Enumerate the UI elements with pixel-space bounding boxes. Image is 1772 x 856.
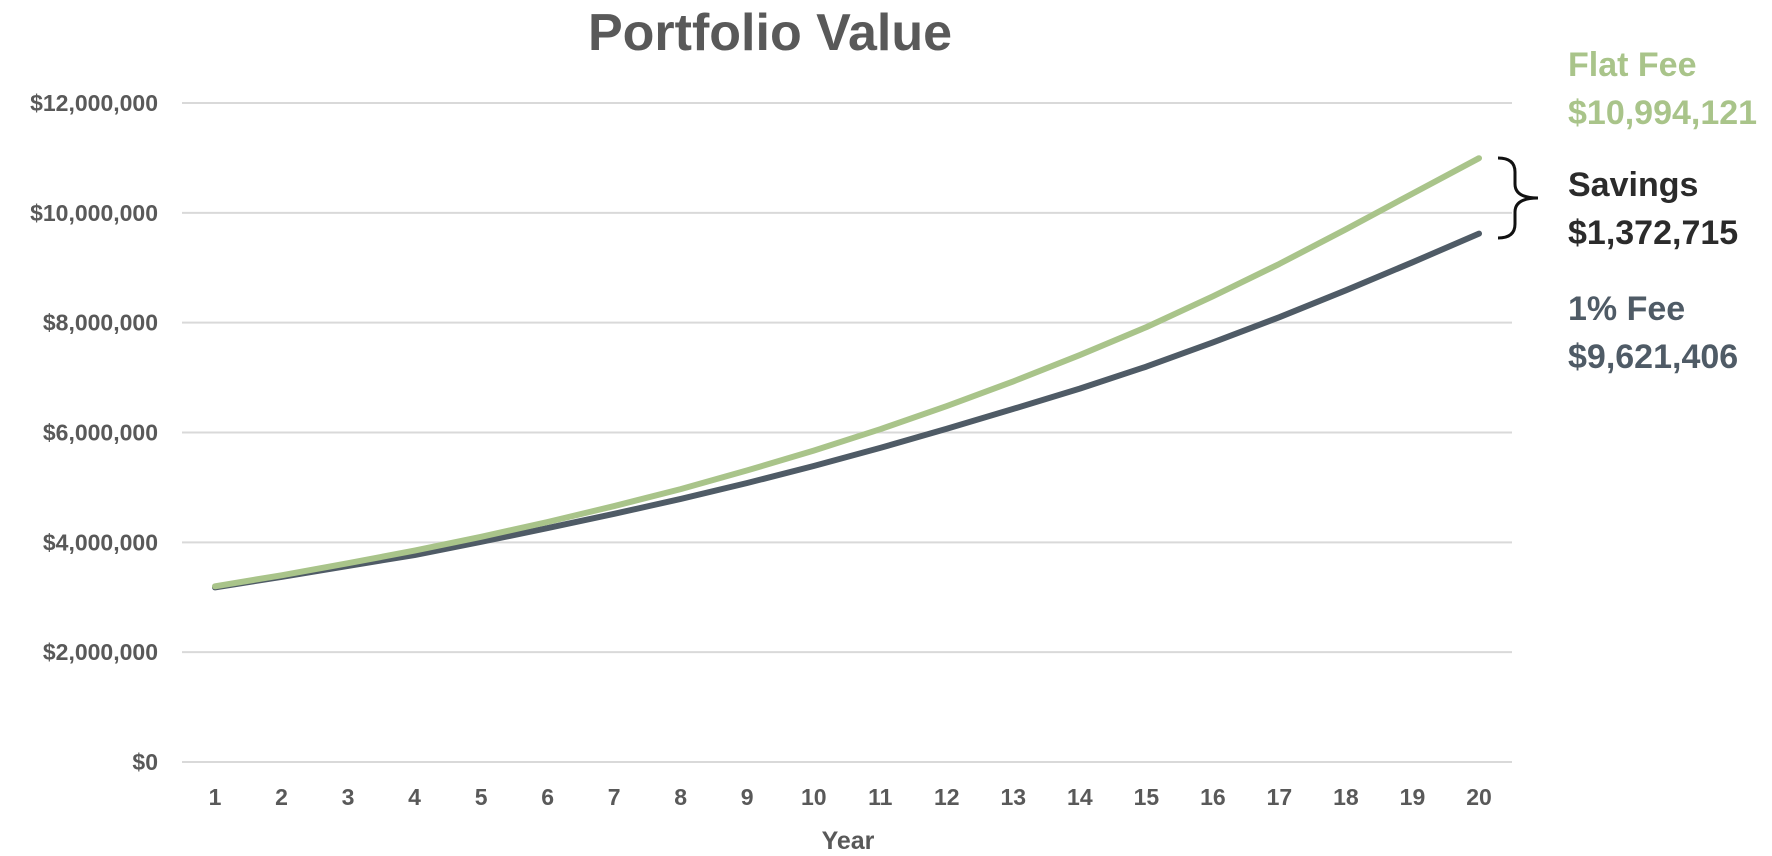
y-tick-label: $10,000,000 [30, 200, 158, 226]
gridlines [182, 102, 1512, 763]
savings-annotation-value: $1,372,715 [1568, 214, 1738, 252]
flat-fee-annotation-value: $10,994,121 [1568, 94, 1757, 132]
y-tick-label: $0 [132, 749, 158, 775]
x-tick-label: 15 [1134, 784, 1160, 810]
x-tick-label: 13 [1001, 784, 1027, 810]
series-lines [212, 155, 1482, 591]
savings-bracket [1497, 156, 1539, 240]
x-tick-label: 20 [1466, 784, 1492, 810]
x-tick-label: 7 [608, 784, 621, 810]
x-tick-label: 2 [275, 784, 288, 810]
flat-fee-annotation: Flat Fee $10,994,121 [1568, 46, 1757, 132]
x-tick-label: 12 [934, 784, 960, 810]
x-tick-label: 4 [408, 784, 421, 810]
y-tick-label: $2,000,000 [43, 639, 158, 665]
y-axis-tick-labels: $0 $2,000,000 $4,000,000 $6,000,000 $8,000,0… [30, 90, 158, 775]
y-tick-label: $6,000,000 [43, 420, 158, 446]
one-percent-fee-annotation-value: $9,621,406 [1568, 338, 1738, 376]
x-tick-label: 3 [342, 784, 355, 810]
x-axis-tick-labels: 1 2 3 4 5 6 7 8 9 10 11 12 13 14 15 16 17 18 19 20 [209, 784, 1492, 810]
x-tick-label: 8 [674, 784, 687, 810]
y-tick-label: $12,000,000 [30, 90, 158, 116]
one-percent-fee-annotation: 1% Fee $9,621,406 [1568, 290, 1738, 376]
savings-annotation-label: Savings [1568, 166, 1698, 204]
x-tick-label: 19 [1400, 784, 1426, 810]
x-tick-label: 14 [1067, 784, 1093, 810]
flat-fee-annotation-label: Flat Fee [1568, 46, 1696, 84]
flat-fee-line [212, 155, 1482, 590]
x-tick-label: 18 [1333, 784, 1359, 810]
chart-title: Portfolio Value [588, 4, 952, 62]
x-axis-title: Year [822, 827, 875, 855]
one-percent-fee-line [212, 230, 1482, 591]
y-tick-label: $8,000,000 [43, 310, 158, 336]
one-percent-fee-annotation-label: 1% Fee [1568, 290, 1685, 328]
x-tick-label: 9 [741, 784, 754, 810]
x-tick-label: 1 [209, 784, 222, 810]
x-tick-label: 5 [475, 784, 488, 810]
x-tick-label: 10 [801, 784, 827, 810]
x-tick-label: 16 [1200, 784, 1226, 810]
x-tick-label: 17 [1267, 784, 1293, 810]
savings-annotation: Savings $1,372,715 [1568, 166, 1738, 252]
x-tick-label: 11 [868, 784, 893, 810]
x-tick-label: 6 [541, 784, 554, 810]
y-tick-label: $4,000,000 [43, 529, 158, 555]
